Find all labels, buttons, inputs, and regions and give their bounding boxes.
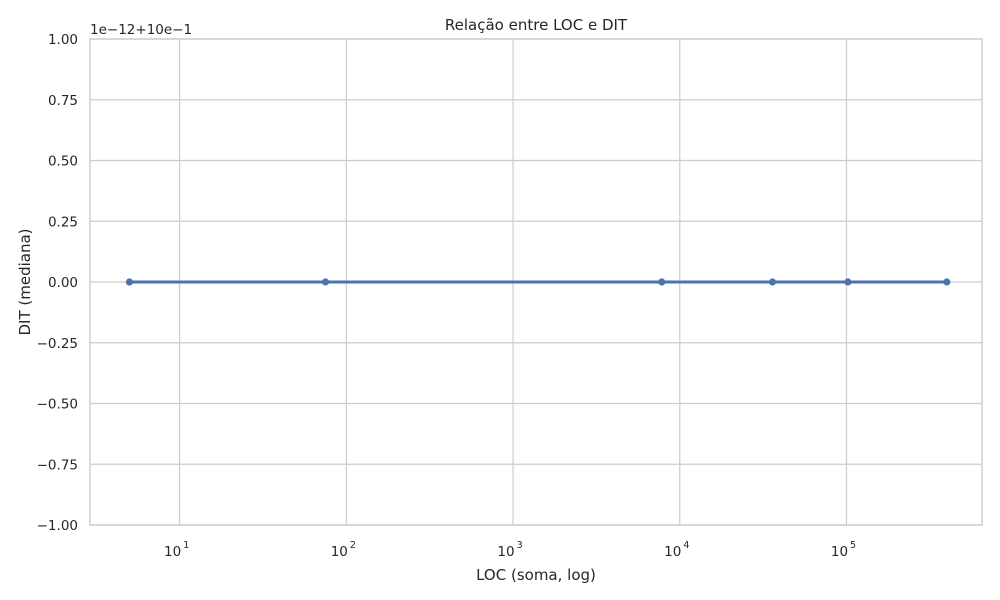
y-axis-label: DIT (mediana) bbox=[16, 228, 34, 335]
y-tick-label: 0.00 bbox=[48, 275, 78, 291]
data-point bbox=[844, 278, 852, 286]
y-tick-label: 0.25 bbox=[48, 214, 78, 230]
tick-layer: −1.00 −0.75 −0.50 −0.25 0.00 0.25 0.50 0.75 1.00… bbox=[37, 32, 856, 560]
y-offset-text: 1e−12+10e−1 bbox=[90, 22, 192, 38]
x-tick-label: 10 3 bbox=[497, 540, 522, 560]
plot-frame bbox=[89, 38, 983, 526]
y-tick-label: −0.50 bbox=[37, 397, 78, 413]
y-tick-label: −1.00 bbox=[37, 518, 78, 534]
series-layer bbox=[125, 278, 951, 286]
data-point bbox=[768, 278, 777, 286]
chart-title: Relação entre LOC e DIT bbox=[445, 16, 628, 34]
x-tick-label: 10 2 bbox=[331, 540, 356, 560]
x-tick-label: 10 1 bbox=[164, 540, 189, 560]
data-point bbox=[321, 278, 330, 286]
x-tick-label: 10 5 bbox=[831, 540, 856, 560]
y-tick-label: −0.25 bbox=[37, 336, 78, 352]
data-point bbox=[125, 278, 134, 286]
data-point bbox=[658, 278, 666, 286]
x-axis-label: LOC (soma, log) bbox=[476, 566, 596, 584]
y-tick-label: −0.75 bbox=[37, 457, 78, 473]
y-tick-label: 0.50 bbox=[48, 154, 78, 170]
data-point bbox=[943, 278, 951, 286]
x-tick-label: 10 4 bbox=[664, 540, 689, 560]
y-tick-label: 0.75 bbox=[48, 93, 78, 109]
y-tick-label: 1.00 bbox=[48, 32, 78, 48]
